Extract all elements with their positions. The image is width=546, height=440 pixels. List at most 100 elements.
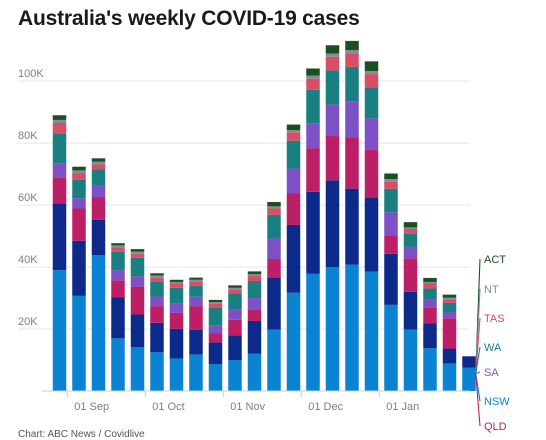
bar-stack bbox=[442, 294, 457, 391]
bar-segment-nt bbox=[111, 245, 125, 248]
x-tick-label: 01 Nov bbox=[230, 401, 265, 413]
bar-segment-sa bbox=[72, 198, 86, 209]
bar-segment-wa bbox=[208, 307, 223, 326]
bar-segment-tas bbox=[130, 253, 145, 258]
bar-segment-nt bbox=[189, 279, 203, 282]
bar-segment-sa bbox=[150, 296, 164, 307]
bar-segment-qld bbox=[130, 286, 145, 315]
bar-segment-wa bbox=[345, 66, 359, 102]
bar-segment-qld bbox=[247, 309, 262, 321]
bar-segment-sa bbox=[384, 212, 398, 236]
bar-segment-nt bbox=[208, 302, 223, 304]
bar-stack bbox=[364, 61, 379, 391]
bar-segment-wa bbox=[169, 287, 184, 304]
bar-segment-tas bbox=[364, 74, 379, 88]
legend-label-act: ACT bbox=[484, 254, 506, 266]
bar-segment-act bbox=[169, 279, 184, 282]
bar-segment-act bbox=[423, 277, 437, 282]
bar-segment-act bbox=[442, 294, 457, 298]
bar-stack bbox=[91, 158, 106, 391]
bar-segment-nsw bbox=[247, 353, 262, 391]
bar-stack bbox=[384, 173, 398, 391]
bar-segment-act bbox=[91, 158, 106, 162]
bar-segment-nsw bbox=[384, 304, 398, 391]
bar-segment-sa bbox=[91, 185, 106, 198]
bar-segment-tas bbox=[208, 303, 223, 308]
legend-label-nsw: NSW bbox=[484, 396, 510, 408]
y-tick-label: 100K bbox=[18, 68, 44, 80]
bar-segment-nsw bbox=[403, 329, 418, 391]
y-tick-label: 40K bbox=[18, 254, 38, 266]
bar-segment-sa bbox=[364, 118, 379, 150]
bar-segment-wa bbox=[111, 251, 125, 271]
bar-segment-act bbox=[150, 273, 164, 276]
bar-stack bbox=[345, 40, 359, 391]
bar-segment-nt bbox=[130, 251, 145, 254]
bar-segment-sa bbox=[286, 168, 301, 194]
bar-segment-act bbox=[52, 115, 67, 120]
bar-segment-qld bbox=[52, 177, 67, 204]
bar-segment-nsw bbox=[306, 273, 320, 391]
bar-segment-nsw bbox=[169, 358, 184, 391]
bar-segment-nt bbox=[306, 75, 320, 79]
bar-segment-wa bbox=[403, 233, 418, 247]
bar-segment-sa bbox=[442, 311, 457, 319]
bar-segment-qld bbox=[345, 137, 359, 189]
bar-segment-nt bbox=[364, 70, 379, 75]
bar-segment-act bbox=[306, 68, 320, 76]
legend: ACT NT TAS WA SA NSW QLD bbox=[475, 254, 510, 433]
bar-segment-sa bbox=[189, 296, 203, 307]
bar-segment-nsw bbox=[208, 364, 223, 391]
bar-segment-tas bbox=[189, 281, 203, 286]
bar-segment-tas bbox=[169, 283, 184, 288]
bar-segment-sa bbox=[130, 276, 145, 287]
bar-segment-tas bbox=[384, 181, 398, 189]
gridlines bbox=[18, 80, 470, 330]
bar-stack bbox=[306, 68, 320, 391]
bar-segment-vic bbox=[111, 297, 125, 339]
x-tick-label: 01 Dec bbox=[308, 401, 343, 413]
bar-segment-act bbox=[228, 285, 242, 288]
bar-stack bbox=[325, 45, 340, 391]
bar-segment-sa bbox=[208, 325, 223, 334]
bar-segment-nt bbox=[247, 274, 262, 277]
bar-segment-nt bbox=[423, 281, 437, 284]
bar-segment-vic bbox=[208, 342, 223, 365]
x-tick-label: 01 Oct bbox=[152, 401, 184, 413]
bar-segment-vic bbox=[403, 291, 418, 330]
legend-label-wa: WA bbox=[484, 342, 502, 354]
bar-segment-sa bbox=[325, 104, 340, 137]
bar-segment-sa bbox=[247, 298, 262, 310]
legend-label-sa: SA bbox=[484, 367, 499, 379]
bar-segment-tas bbox=[247, 276, 262, 282]
bar-segment-wa bbox=[267, 214, 281, 239]
bar-stack bbox=[247, 271, 262, 391]
bar-segment-vic bbox=[72, 240, 86, 296]
bar-segment-tas bbox=[111, 247, 125, 252]
bar-segment-nsw bbox=[72, 295, 86, 391]
bar-segment-nsw bbox=[130, 347, 145, 391]
bar-segment-qld bbox=[169, 312, 184, 329]
chart-title: Australia's weekly COVID-19 cases bbox=[18, 7, 360, 30]
bar-segment-nsw bbox=[442, 363, 457, 391]
y-axis-ticks: 20K 40K 60K 80K 100K bbox=[18, 68, 44, 328]
bar-segment-tas bbox=[267, 208, 281, 215]
bar-segment-act bbox=[111, 243, 125, 246]
bar-stack bbox=[189, 277, 203, 391]
bar-segment-qld bbox=[72, 208, 86, 241]
bar-segment-qld bbox=[228, 319, 242, 336]
bar-segment-nsw bbox=[111, 338, 125, 391]
bar-segment-act bbox=[384, 173, 398, 180]
bar-segment-nsw bbox=[423, 348, 437, 391]
bar-segment-nt bbox=[228, 287, 242, 290]
bar-segment-nt bbox=[384, 179, 398, 182]
bar-segment-tas bbox=[72, 173, 86, 180]
bar-segment-vic bbox=[345, 188, 359, 265]
bar-stack bbox=[403, 222, 418, 391]
bar-segment-vic bbox=[384, 253, 398, 305]
bar-segment-qld bbox=[286, 193, 301, 225]
y-tick-label: 60K bbox=[18, 192, 38, 204]
bar-segment-nsw bbox=[462, 367, 476, 391]
bar-segment-tas bbox=[150, 277, 164, 282]
y-tick-label: 20K bbox=[18, 316, 38, 328]
